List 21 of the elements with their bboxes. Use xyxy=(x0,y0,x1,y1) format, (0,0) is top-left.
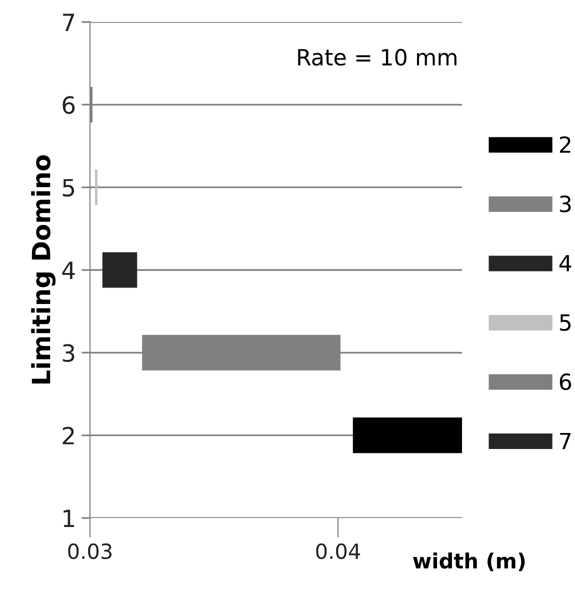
y-axis-title: Limiting Domino xyxy=(31,155,56,384)
y-tick-label: 7 xyxy=(63,14,74,31)
legend-label: 5 xyxy=(560,314,571,331)
x-tick-label: 0.04 xyxy=(316,543,360,560)
bar xyxy=(102,252,138,288)
legend-label: 3 xyxy=(560,196,571,212)
bar xyxy=(352,418,462,454)
y-tick-label: 6 xyxy=(62,96,75,114)
annotation: Rate = 10 mm xyxy=(298,48,456,66)
y-tick-label: 5 xyxy=(62,179,74,197)
bar xyxy=(94,170,98,206)
y-tick-label: 1 xyxy=(64,510,74,527)
legend-label: 7 xyxy=(560,432,571,450)
legend-label: 6 xyxy=(560,373,572,390)
x-axis-title: width (m) xyxy=(413,552,525,572)
y-tick-label: 4 xyxy=(62,262,75,279)
y-tick-label: 2 xyxy=(62,426,74,444)
y-tick-label: 3 xyxy=(62,344,74,362)
legend-label: 2 xyxy=(560,136,570,153)
legend-label: 4 xyxy=(559,255,572,272)
x-tick-label: 0.03 xyxy=(68,543,112,560)
